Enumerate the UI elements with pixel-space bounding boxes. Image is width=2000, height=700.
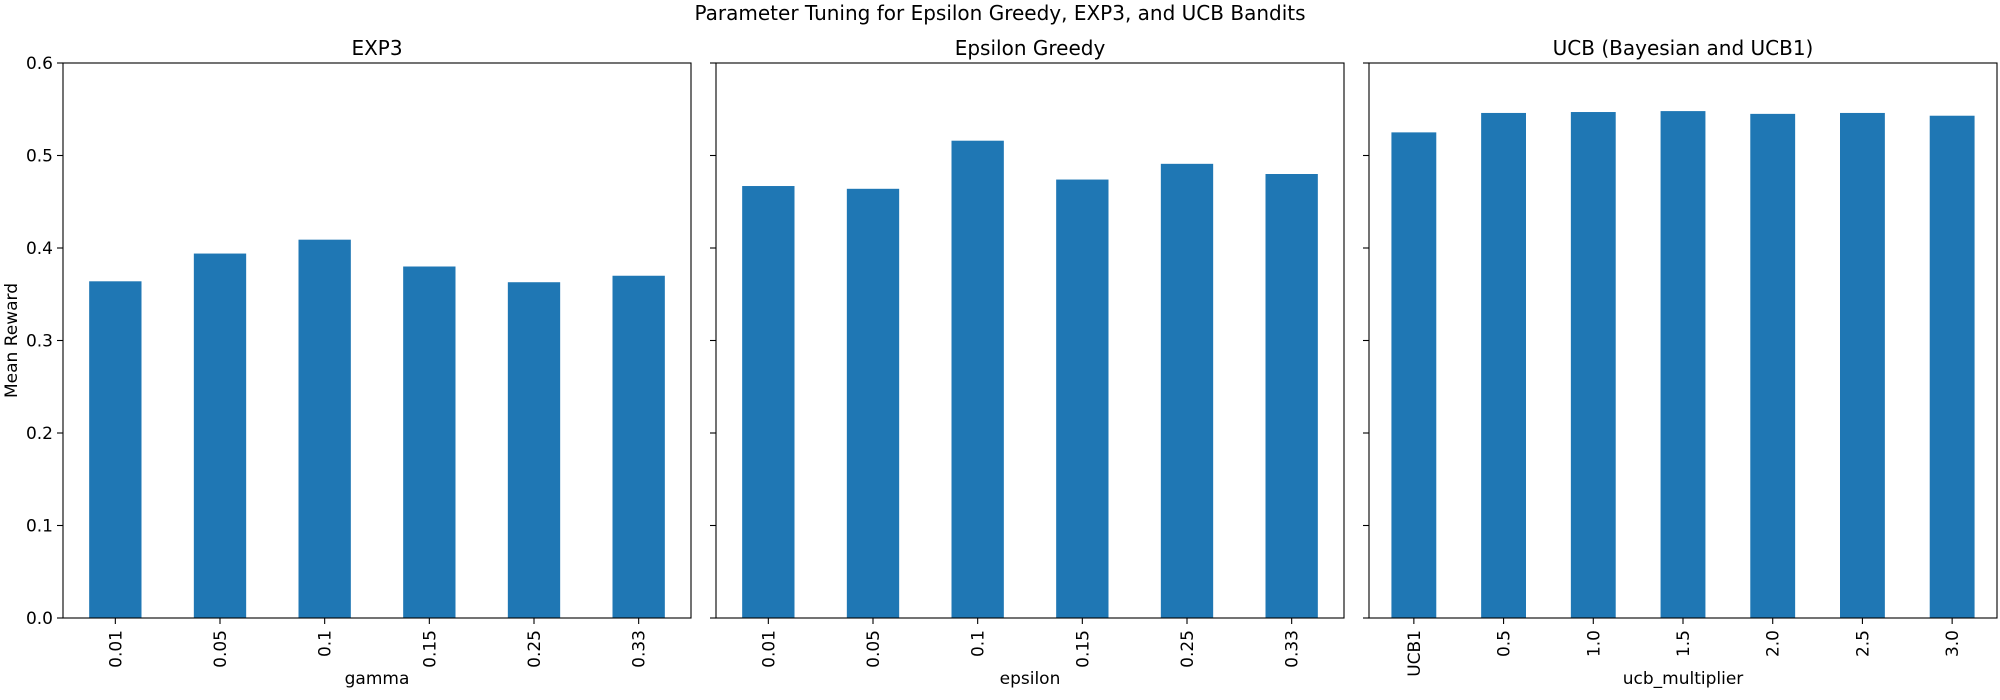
axes-frame [715,62,1345,619]
y-tick-label: 0.4 [26,239,53,259]
bar-0.1 [951,140,1004,618]
x-tick-label: 2.5 [1853,630,1873,657]
x-tick-label: 0.25 [525,630,545,668]
x-tick-label: 0.15 [1073,630,1093,668]
x-tick-label: 1.5 [1674,630,1694,657]
y-tick-label: 0.1 [26,517,53,537]
x-tick-label: 0.33 [630,630,650,668]
bar-0.33 [612,275,665,618]
x-tick-label: UCB1 [1405,630,1425,677]
bar-2.0 [1750,113,1796,618]
x-tick-label: 0.25 [1178,630,1198,668]
x-tick-label: 0.01 [106,630,126,668]
x-tick-label: 0.1 [316,630,336,657]
panel-title: UCB (Bayesian and UCB1) [1553,36,1814,60]
y-tick-label: 0.2 [26,424,53,444]
x-tick-label: 0.01 [759,630,779,668]
y-axis-label: Mean Reward [2,283,22,398]
x-axis-label: gamma [345,669,410,689]
bar-0.05 [193,253,247,619]
panel-title: Epsilon Greedy [955,36,1106,60]
y-tick-label: 0.0 [26,609,53,629]
y-tick-label: 0.6 [26,54,53,74]
x-tick-label: 1.0 [1584,630,1604,657]
x-axis-label: epsilon [1000,669,1061,689]
x-tick-label: 0.5 [1495,630,1515,657]
bar-0.01 [89,281,142,618]
bar-0.1 [298,239,351,619]
x-tick-label: 0.1 [969,630,989,657]
epsilon-greedy-panel: 0.01 0.05 0.1 0.15 0.25 0.33 Epsilon Greedy eps… [710,36,1345,689]
x-tick-label: 0.05 [864,630,884,668]
bar-0.15 [1056,179,1109,619]
panel-title: EXP3 [351,36,402,60]
bar-0.25 [1160,163,1214,618]
x-tick-label: 3.0 [1943,630,1963,657]
bar-3.0 [1929,115,1975,618]
x-tick-label: 0.15 [420,630,440,668]
x-tick-label: 2.0 [1764,630,1784,657]
bar-0.25 [507,282,561,618]
y-tick-label: 0.5 [26,147,53,167]
y-tick-label: 0.3 [26,332,53,352]
exp3-panel: 0.0 0.1 0.2 0.3 0.4 0.5 0.6 0.01 0.05 0.1 0.15 0.25… [2,36,692,689]
ucb-panel: UCB1 0.5 1.0 1.5 2.0 2.5 3.0 UCB (Bayesian and … [1363,36,1998,689]
x-tick-label: 0.05 [211,630,231,668]
bar-0.5 [1481,112,1526,618]
bar-1.0 [1570,112,1616,619]
figure-title: Parameter Tuning for Epsilon Greedy, EXP… [694,1,1305,25]
bar-0.05 [846,188,900,619]
axes-frame [62,62,692,619]
x-tick-label: 0.33 [1283,630,1303,668]
bar-UCB1 [1391,132,1437,618]
bar-2.5 [1840,112,1885,618]
x-axis-label: ucb_multiplier [1623,669,1744,689]
bar-0.15 [403,266,456,618]
axes-frame [1368,62,1998,619]
bar-0.33 [1265,174,1318,618]
bar-0.01 [742,186,795,618]
chart-panels: 0.0 0.1 0.2 0.3 0.4 0.5 0.6 0.01 0.05 0.1 0.15 0.25… [2,36,1998,689]
bar-1.5 [1660,111,1706,618]
